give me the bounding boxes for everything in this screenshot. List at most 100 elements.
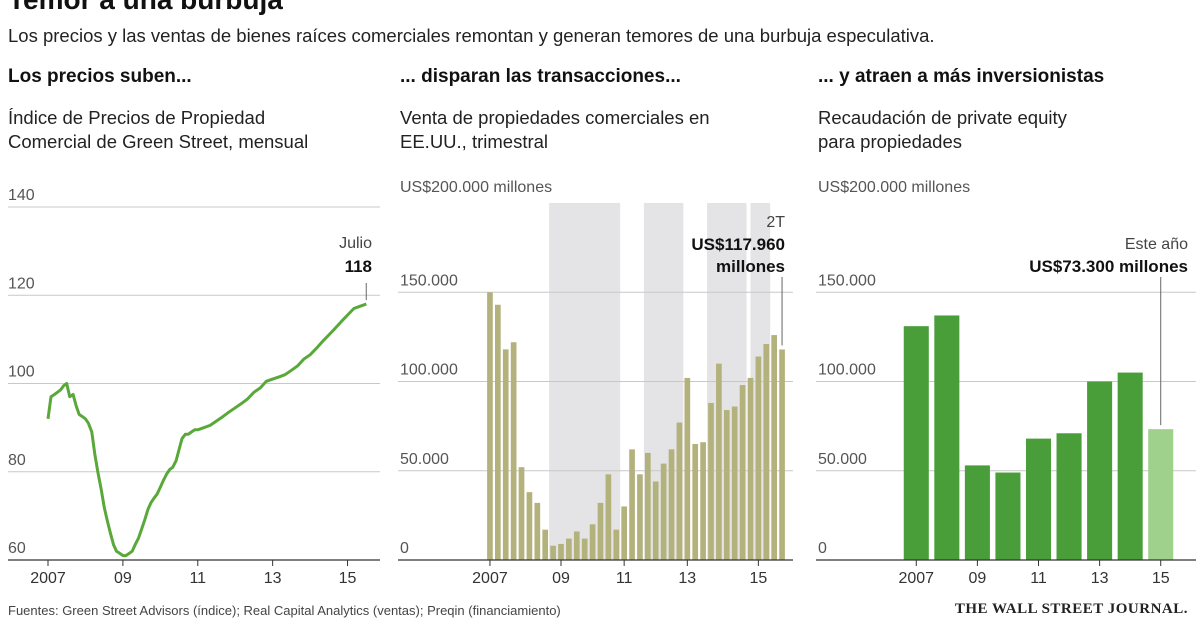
y-tick-label: 150.000	[400, 272, 458, 289]
bar	[550, 545, 556, 560]
bar	[510, 342, 517, 560]
annotation-value: US$73.300 millones	[1029, 257, 1188, 276]
bar	[692, 443, 699, 560]
bar	[779, 349, 785, 560]
y-tick-label: 100.000	[818, 362, 876, 379]
y-tick-label: 60	[8, 540, 26, 557]
bar	[739, 385, 746, 560]
x-tick-label: 11	[1030, 570, 1047, 587]
transactions-chart: 150.000 100.000 50.000 0 2007 09 11 13 15 2T US$11…	[398, 203, 793, 587]
private-equity-chart: 150.000 100.000 50.000 0 2007 09 11 13 15 Este añ…	[816, 236, 1196, 587]
y-tick-label: 80	[8, 452, 26, 469]
bar	[700, 442, 706, 560]
sources-note: Fuentes: Green Street Advisors (índice);…	[8, 603, 561, 618]
annotation-value: US$117.960	[691, 235, 785, 254]
bar	[652, 481, 659, 560]
panel-private-equity: ... y atraen a más inversionistas Recaud…	[818, 66, 1200, 158]
bar	[613, 529, 620, 560]
x-tick-label: 13	[1091, 570, 1109, 587]
bar	[668, 449, 675, 560]
bar	[684, 377, 691, 560]
bar	[597, 502, 604, 560]
bar	[731, 406, 738, 560]
chart-title: Temor a una burbuja	[8, 0, 283, 16]
x-tick-label: 13	[264, 570, 282, 587]
bar	[589, 524, 596, 560]
y-tick-label: 100	[8, 364, 35, 381]
bar	[723, 410, 730, 560]
bar	[708, 402, 714, 560]
panel-heading: ... y atraen a más inversionistas	[818, 66, 1105, 87]
x-tick-label: 15	[1152, 570, 1170, 587]
bar	[558, 543, 564, 560]
bar	[747, 377, 754, 560]
bar	[581, 538, 588, 560]
bar	[566, 538, 572, 560]
bar	[605, 474, 612, 560]
x-tick-label: 11	[616, 570, 633, 587]
y-tick-label: 150.000	[818, 272, 876, 289]
bar	[934, 315, 960, 560]
x-tick-label: 2007	[898, 570, 934, 587]
bar	[755, 356, 762, 560]
bar	[660, 463, 667, 560]
bar	[903, 326, 929, 560]
y-tick-label: 120	[8, 275, 35, 292]
annotation-value: millones	[716, 257, 785, 276]
x-tick-label: 09	[968, 570, 986, 587]
bar	[621, 506, 627, 560]
units-label: US$200.000 millones	[400, 179, 553, 196]
price-index-line	[46, 302, 367, 558]
bar	[502, 349, 509, 560]
chart-subtitle: Los precios y las ventas de bienes raíce…	[8, 25, 935, 46]
annotation-label: 2T	[766, 214, 785, 231]
bar	[716, 363, 722, 560]
annotation-label: Este año	[1125, 236, 1188, 253]
y-tick-label: 100.000	[400, 362, 458, 379]
brand-logo: THE WALL STREET JOURNAL.	[954, 601, 1188, 617]
bar	[518, 467, 525, 560]
panel-price-index: Los precios suben... Índice de Precios d…	[8, 66, 398, 158]
bar	[1117, 372, 1143, 560]
bar	[1148, 429, 1174, 560]
bar	[676, 422, 683, 560]
bar	[763, 344, 770, 560]
bar	[573, 531, 580, 560]
bar	[771, 335, 777, 560]
y-tick-label: 140	[8, 187, 35, 204]
panel-description: Venta de propiedades comerciales en EE.U…	[400, 107, 710, 152]
bar	[542, 529, 549, 560]
panel-heading: Los precios suben...	[8, 66, 192, 87]
y-tick-label: 0	[400, 540, 409, 557]
units-label: US$200.000 millones	[818, 179, 971, 196]
bar	[964, 465, 990, 560]
x-tick-label: 15	[749, 570, 767, 587]
bar	[526, 492, 533, 560]
bar	[1087, 381, 1113, 560]
annotation-value: 118	[345, 257, 372, 276]
bar	[629, 449, 635, 560]
bar	[995, 472, 1021, 560]
x-tick-label: 15	[339, 570, 357, 587]
bar	[495, 304, 501, 560]
panel-description: Índice de Precios de Propiedad Comercial…	[8, 107, 309, 152]
y-tick-label: 50.000	[400, 451, 449, 468]
panel-description: Recaudación de private equity para propi…	[818, 107, 1067, 152]
bar	[1056, 433, 1082, 560]
bar	[1025, 438, 1052, 560]
x-tick-label: 2007	[30, 570, 66, 587]
x-tick-label: 09	[114, 570, 132, 587]
bar	[645, 452, 651, 560]
x-tick-label: 11	[189, 570, 206, 587]
y-tick-label: 50.000	[818, 451, 867, 468]
bar	[487, 292, 493, 560]
panel-heading: ... disparan las transacciones...	[400, 66, 681, 87]
annotation-label: Julio	[339, 235, 372, 252]
x-tick-label: 13	[678, 570, 696, 587]
x-tick-label: 2007	[472, 570, 508, 587]
y-tick-label: 0	[818, 540, 827, 557]
bar	[637, 474, 643, 560]
bar	[534, 502, 541, 560]
x-tick-label: 09	[552, 570, 570, 587]
